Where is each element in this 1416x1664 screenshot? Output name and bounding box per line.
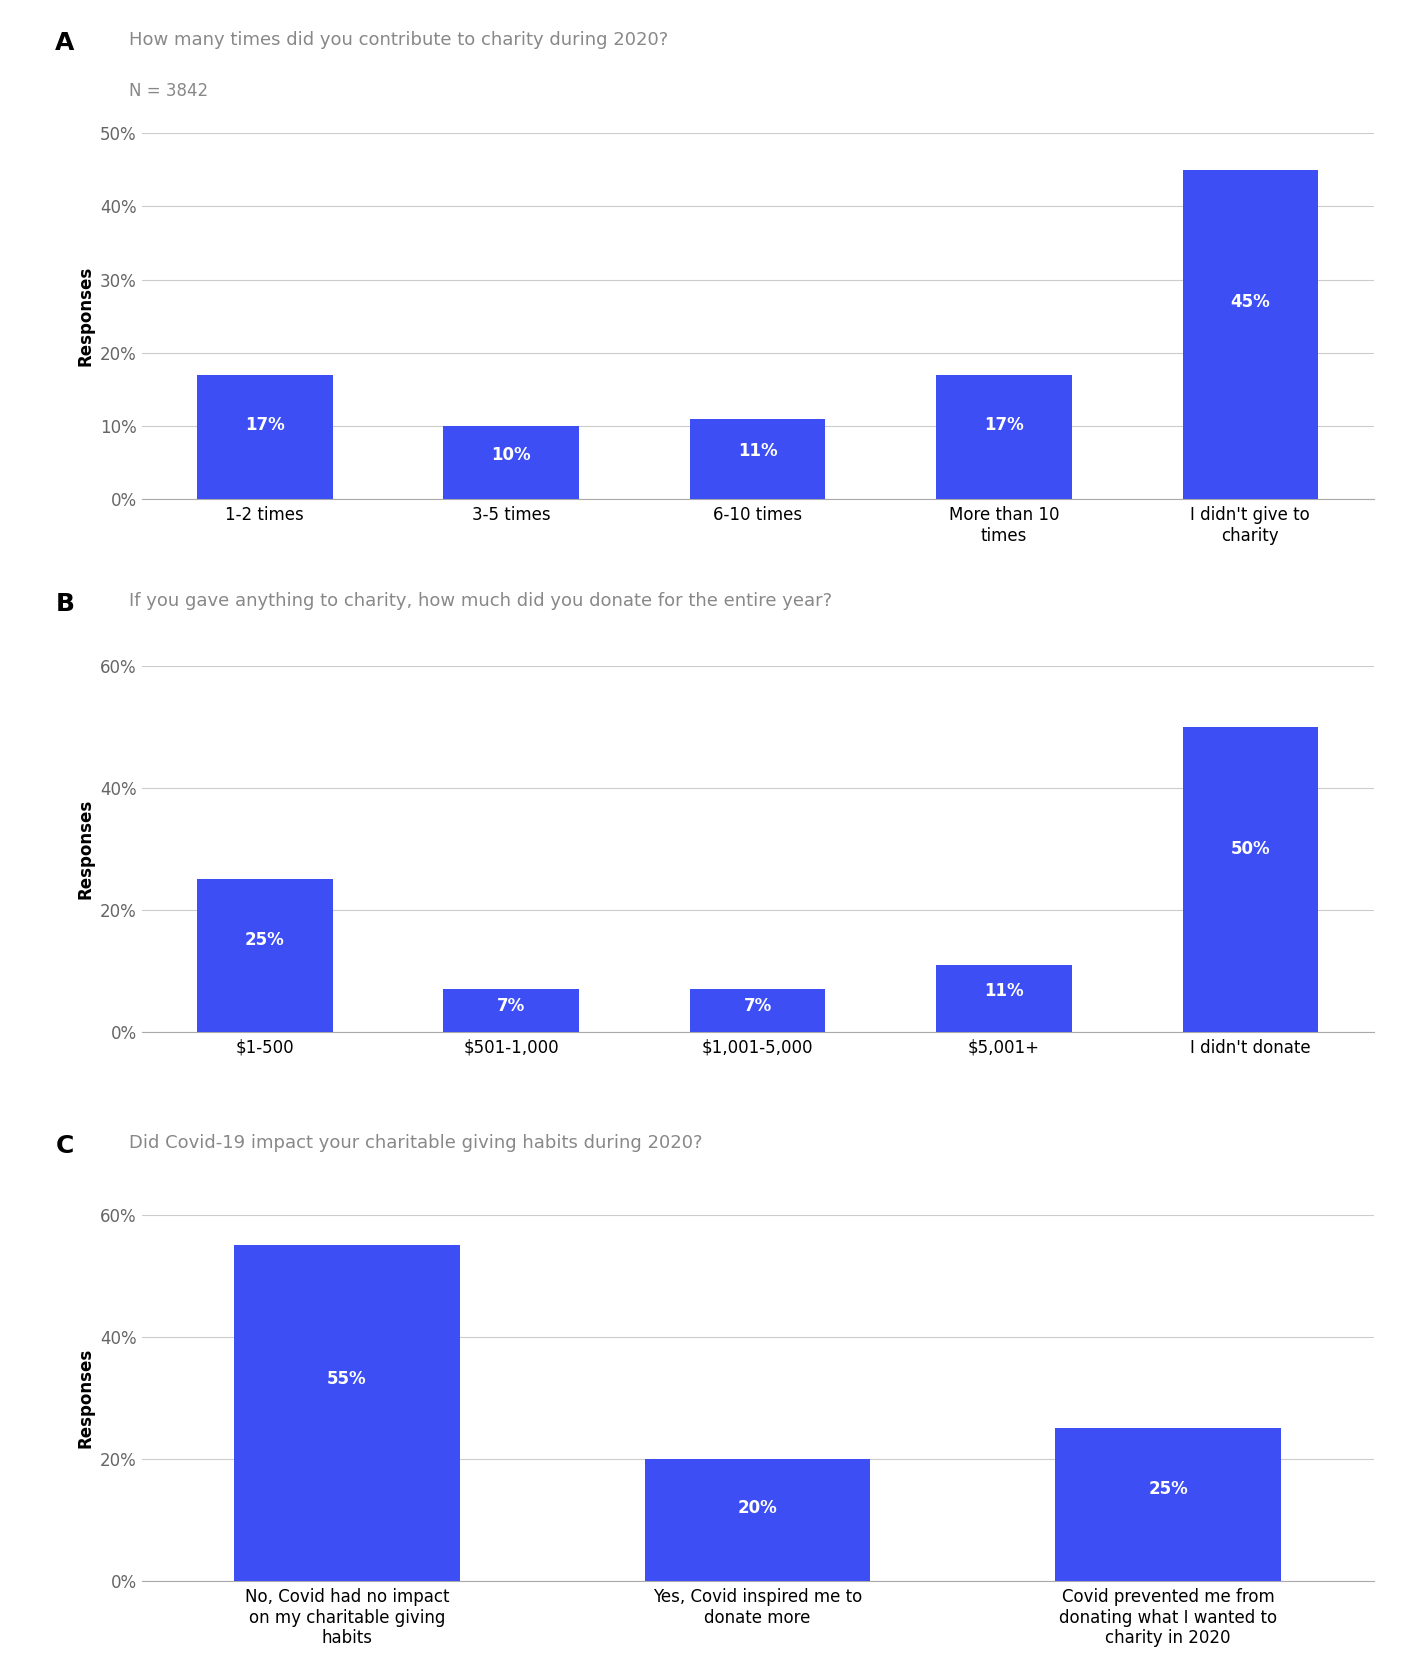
Text: B: B xyxy=(55,592,75,616)
Bar xyxy=(1182,727,1318,1032)
Bar xyxy=(1182,170,1318,499)
Text: 17%: 17% xyxy=(984,416,1024,434)
Bar xyxy=(936,374,1072,499)
Text: 25%: 25% xyxy=(245,932,285,948)
Bar xyxy=(690,419,826,499)
Text: 20%: 20% xyxy=(738,1499,777,1516)
Bar xyxy=(690,988,826,1032)
Bar xyxy=(936,965,1072,1032)
Bar xyxy=(1055,1428,1281,1581)
Text: C: C xyxy=(55,1135,74,1158)
Text: If you gave anything to charity, how much did you donate for the entire year?: If you gave anything to charity, how muc… xyxy=(129,592,833,611)
Bar xyxy=(197,374,333,499)
Text: 10%: 10% xyxy=(491,446,531,464)
Text: How many times did you contribute to charity during 2020?: How many times did you contribute to cha… xyxy=(129,30,668,48)
Text: 50%: 50% xyxy=(1231,840,1270,857)
Text: 7%: 7% xyxy=(497,997,525,1015)
Text: N = 3842: N = 3842 xyxy=(129,82,208,100)
Text: 11%: 11% xyxy=(984,982,1024,1000)
Bar xyxy=(644,1459,871,1581)
Bar xyxy=(234,1245,460,1581)
Text: Did Covid-19 impact your charitable giving habits during 2020?: Did Covid-19 impact your charitable givi… xyxy=(129,1135,702,1151)
Text: 45%: 45% xyxy=(1231,293,1270,311)
Y-axis label: Responses: Responses xyxy=(76,1348,95,1448)
Text: 11%: 11% xyxy=(738,443,777,459)
Bar xyxy=(197,879,333,1032)
Y-axis label: Responses: Responses xyxy=(76,799,95,899)
Bar xyxy=(443,426,579,499)
Text: A: A xyxy=(55,30,75,55)
Y-axis label: Responses: Responses xyxy=(76,266,95,366)
Text: 55%: 55% xyxy=(327,1371,367,1388)
Text: 17%: 17% xyxy=(245,416,285,434)
Text: 7%: 7% xyxy=(743,997,772,1015)
Bar xyxy=(443,988,579,1032)
Text: 25%: 25% xyxy=(1148,1481,1188,1498)
